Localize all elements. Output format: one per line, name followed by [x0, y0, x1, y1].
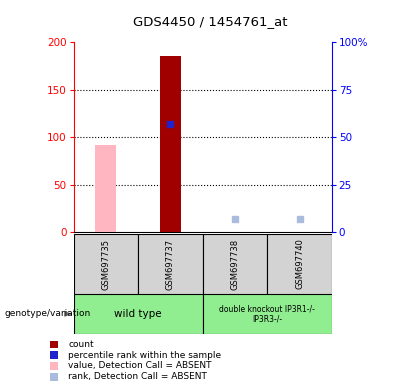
- Bar: [74, 294, 203, 334]
- Text: value, Detection Call = ABSENT: value, Detection Call = ABSENT: [68, 361, 212, 371]
- Bar: [138, 234, 202, 294]
- Text: rank, Detection Call = ABSENT: rank, Detection Call = ABSENT: [68, 372, 207, 381]
- Text: GSM697738: GSM697738: [231, 238, 239, 290]
- Bar: [203, 234, 267, 294]
- Text: GSM697737: GSM697737: [166, 238, 175, 290]
- Text: percentile rank within the sample: percentile rank within the sample: [68, 351, 222, 360]
- Bar: [203, 294, 332, 334]
- Text: genotype/variation: genotype/variation: [4, 309, 90, 318]
- Text: count: count: [68, 340, 94, 349]
- Text: wild type: wild type: [114, 309, 162, 319]
- Text: GSM697735: GSM697735: [101, 238, 110, 290]
- Text: double knockout IP3R1-/-
IP3R3-/-: double knockout IP3R1-/- IP3R3-/-: [219, 304, 315, 324]
- Bar: [160, 56, 181, 232]
- Text: GDS4450 / 1454761_at: GDS4450 / 1454761_at: [133, 15, 287, 28]
- Bar: [74, 234, 138, 294]
- Bar: [95, 145, 116, 232]
- Text: GSM697740: GSM697740: [295, 238, 304, 290]
- Bar: [267, 234, 332, 294]
